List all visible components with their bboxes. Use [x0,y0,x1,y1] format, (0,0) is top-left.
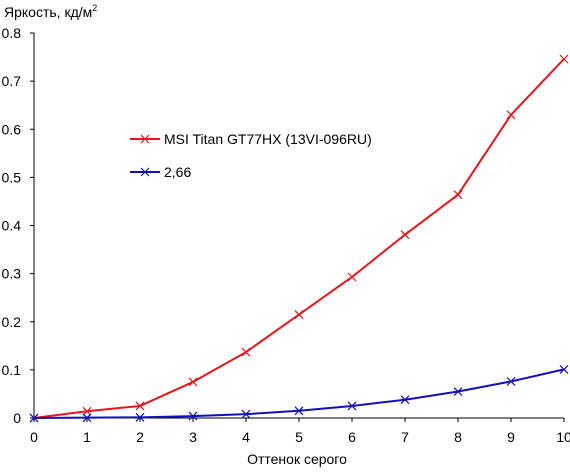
marker-stroke [294,406,304,416]
data-point-marker [29,413,39,423]
marker-stroke [453,190,463,200]
x-axis-title: Оттенок серого [247,451,347,467]
legend-item-2: 2,66 [130,164,191,180]
axes: 0 0.1 0.2 0.3 0.4 0.5 0.6 0.7 0.8 0 1 2 3 4 5 6 7 8 9 10 [2,25,570,445]
data-point-marker [241,409,251,419]
series-layer [29,54,569,423]
data-point-marker [82,406,92,416]
data-point-marker [135,401,145,411]
data-point-marker [559,54,569,64]
marker-stroke [29,413,39,423]
marker-stroke [400,230,410,240]
data-point-marker [135,412,145,422]
y-tick-label: 0.6 [2,121,22,137]
x-tick-label: 1 [83,429,91,445]
data-point-marker [294,310,304,319]
marker-stroke [559,54,569,64]
marker-stroke [347,272,357,282]
data-point-marker [347,272,357,282]
data-point-marker [506,110,516,120]
y-tick-label: 0.3 [2,266,22,282]
x-tick-label: 2 [136,429,144,445]
marker-stroke [400,395,410,405]
x-tick-label: 0 [30,429,38,445]
y-axis-title: Яркость, кд/м2 [4,3,97,20]
x-tick-label: 5 [295,429,303,445]
data-point-marker [559,364,569,374]
data-point-marker [400,230,410,240]
data-point-marker [400,395,410,405]
marker-stroke [559,364,569,374]
marker-stroke [188,377,198,387]
marker-stroke [135,412,145,422]
y-tick-label: 0.1 [2,362,22,378]
marker-stroke [453,387,463,396]
y-tick-label: 0 [13,410,21,426]
y-tick-label: 0.8 [2,25,22,41]
data-point-marker [506,377,516,386]
x-tick-label: 3 [189,429,197,445]
marker-stroke [82,413,92,423]
y-tick-label: 0.2 [2,314,22,330]
marker-stroke [241,347,251,357]
marker-stroke [294,310,304,319]
x-tick-label: 4 [242,429,250,445]
x-tick-label: 7 [401,429,409,445]
x-tick-label: 6 [348,429,356,445]
legend-label: MSI Titan GT77HX (13VI-096RU) [164,131,372,147]
y-tick-label: 0.7 [2,73,22,89]
marker-stroke [506,377,516,386]
legend-item-1: MSI Titan GT77HX (13VI-096RU) [130,131,372,147]
x-tick-label: 8 [454,429,462,445]
legend-marker-stroke [140,167,150,177]
marker-stroke [82,406,92,416]
marker-stroke [188,411,198,421]
y-axis-title-text: Яркость, кд/м [4,4,92,20]
legend: MSI Titan GT77HX (13VI-096RU) 2,66 [130,131,372,180]
series-1 [29,54,569,423]
marker-stroke [135,401,145,411]
marker-stroke [506,110,516,120]
y-tick-label: 0.4 [2,218,22,234]
data-point-marker [82,413,92,423]
series-line [33,58,565,419]
data-point-marker [188,411,198,421]
legend-marker-stroke [140,134,150,144]
legend-label: 2,66 [164,164,191,180]
marker-stroke [241,409,251,419]
data-point-marker [294,406,304,416]
data-point-marker [188,377,198,387]
marker-stroke [347,401,357,411]
y-tick-label: 0.5 [2,169,22,185]
y-axis-title-superscript: 2 [92,3,97,13]
series-2 [29,364,569,423]
x-tick-label: 10 [556,429,570,445]
x-tick-label: 9 [507,429,515,445]
data-point-marker [453,387,463,396]
data-point-marker [453,190,463,200]
data-point-marker [347,401,357,411]
data-point-marker [241,347,251,357]
